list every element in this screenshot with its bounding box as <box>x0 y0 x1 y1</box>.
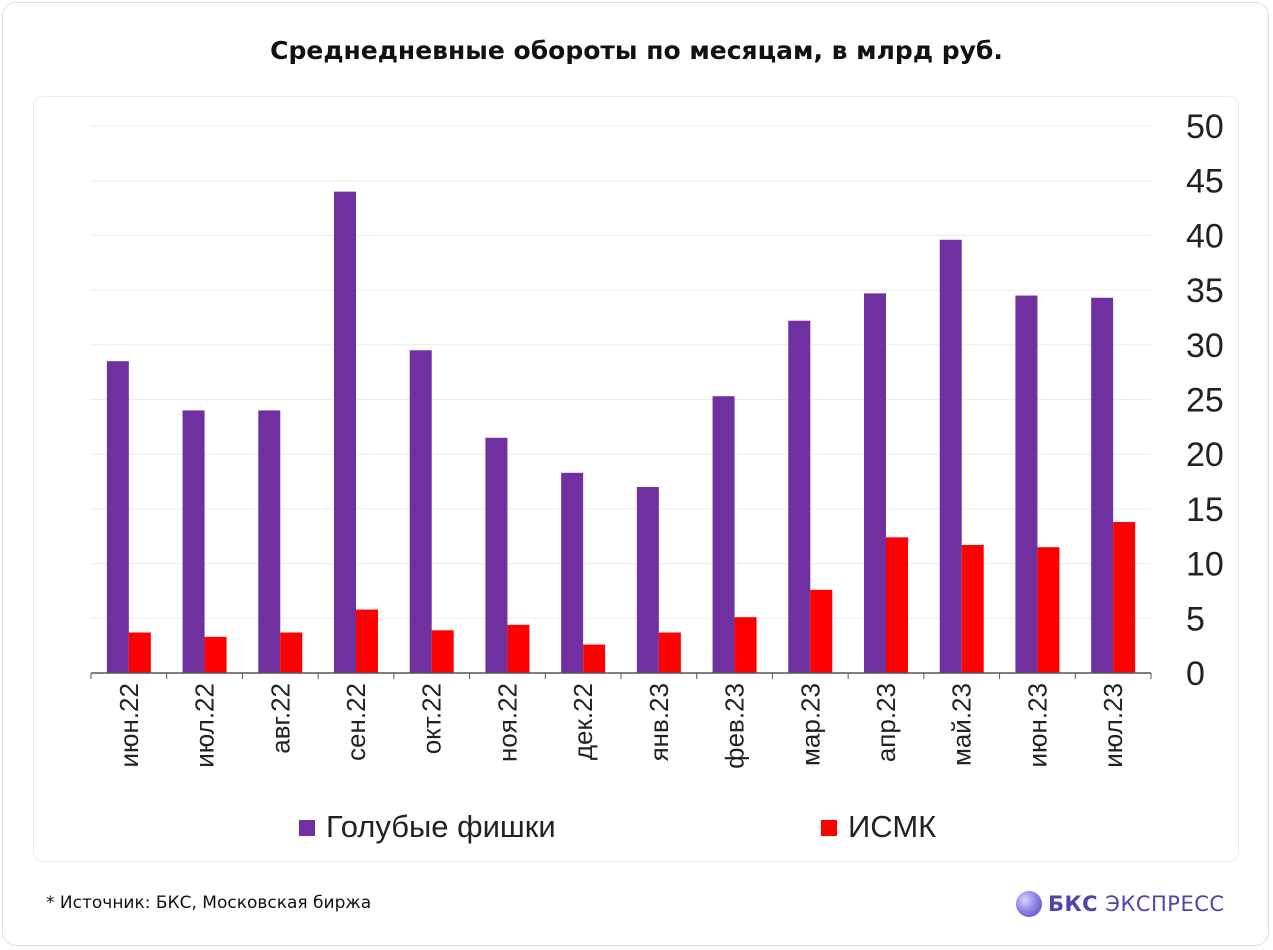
y-tick-label: 15 <box>1186 491 1224 529</box>
bar-blue-chips <box>409 350 432 673</box>
bar-blue-chips <box>182 410 205 673</box>
bar-ismk <box>961 545 984 673</box>
bar-ismk <box>734 617 757 673</box>
x-tick-label: ноя.22 <box>492 683 522 762</box>
y-tick-label: 30 <box>1186 327 1224 365</box>
bar-blue-chips <box>1091 297 1114 673</box>
bar-blue-chips <box>1015 295 1038 673</box>
x-tick-label: июл.23 <box>1098 683 1128 768</box>
bar-ismk <box>507 624 530 673</box>
bar-ismk <box>886 537 908 673</box>
bar-ismk <box>658 632 681 673</box>
legend-swatch <box>821 820 837 836</box>
x-tick-label: июн.22 <box>114 683 144 768</box>
logo-text-rest: ЭКСПРЕСС <box>1105 892 1225 916</box>
bar-ismk <box>1037 547 1060 673</box>
bar-blue-chips <box>106 361 129 673</box>
legend-swatch <box>299 820 315 836</box>
y-tick-label: 10 <box>1186 546 1224 584</box>
y-tick-label: 25 <box>1186 382 1224 420</box>
x-tick-label: мар.23 <box>795 683 825 766</box>
x-tick-label: янв.23 <box>644 683 674 761</box>
bar-blue-chips <box>485 437 508 673</box>
x-tick-label: фев.23 <box>720 683 750 769</box>
bar-chart: июн.22 июл.22 авг.22 сен.22 окт.22 ноя.22 дек.… <box>90 108 1224 844</box>
y-tick-label: 0 <box>1186 655 1205 693</box>
x-tick-label: дек.22 <box>568 683 598 760</box>
x-tick-label: окт.22 <box>417 683 447 754</box>
bar-blue-chips <box>939 239 962 673</box>
x-tick-label: июн.23 <box>1022 683 1052 768</box>
bar-ismk <box>356 609 378 673</box>
bar-blue-chips <box>258 410 281 673</box>
bar-ismk <box>128 632 151 673</box>
source-footnote: * Источник: БКС, Московская биржа <box>46 893 372 913</box>
chart-panel: июн.22 июл.22 авг.22 сен.22 окт.22 ноя.22 дек.… <box>33 96 1239 862</box>
x-tick-label: авг.22 <box>265 683 295 754</box>
bar-blue-chips <box>788 320 811 673</box>
bar-ismk <box>431 630 454 673</box>
y-tick-label: 5 <box>1186 600 1205 638</box>
bks-logo: БКС ЭКСПРЕСС <box>1016 887 1225 921</box>
y-tick-label: 35 <box>1186 272 1224 310</box>
bar-ismk <box>810 589 833 673</box>
bar-blue-chips <box>636 487 659 673</box>
bar-blue-chips <box>864 293 886 673</box>
x-tick-label: июл.22 <box>190 683 220 768</box>
legend-label: ИСМК <box>848 809 936 844</box>
chart-title: Среднедневные обороты по месяцам, в млрд… <box>270 36 1003 65</box>
logo-text-bold: БКС <box>1048 892 1099 916</box>
bks-logo-icon <box>1016 891 1042 917</box>
y-tick-label: 45 <box>1186 163 1224 201</box>
bar-ismk <box>1113 522 1136 673</box>
legend-label: Голубые фишки <box>326 809 556 844</box>
bar-ismk <box>583 644 606 673</box>
x-tick-label: сен.22 <box>341 683 371 761</box>
y-tick-label: 40 <box>1186 217 1224 255</box>
y-tick-label: 20 <box>1186 436 1224 474</box>
bar-blue-chips <box>712 396 735 673</box>
bar-ismk <box>204 636 227 673</box>
bar-blue-chips <box>561 472 584 673</box>
y-tick-label: 50 <box>1186 108 1224 146</box>
bar-blue-chips <box>334 191 356 673</box>
x-tick-label: апр.23 <box>871 683 901 762</box>
logo-text: БКС ЭКСПРЕСС <box>1048 892 1225 916</box>
bar-ismk <box>280 632 303 673</box>
x-tick-label: май.23 <box>947 683 977 766</box>
